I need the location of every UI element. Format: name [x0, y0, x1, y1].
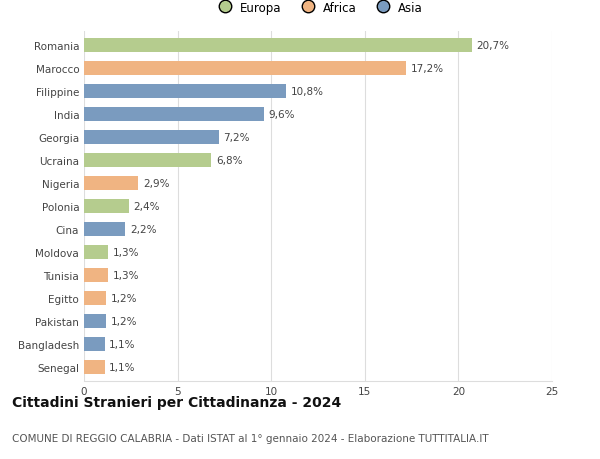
Text: 10,8%: 10,8% — [291, 87, 324, 97]
Legend: Europa, Africa, Asia: Europa, Africa, Asia — [208, 0, 428, 19]
Text: 1,2%: 1,2% — [111, 316, 137, 326]
Bar — [84, 222, 125, 237]
Text: 6,8%: 6,8% — [216, 156, 242, 166]
Bar — [84, 314, 106, 329]
Bar — [84, 245, 109, 260]
Bar — [84, 360, 104, 375]
Text: 1,3%: 1,3% — [113, 270, 140, 280]
Bar — [84, 268, 109, 283]
Bar — [84, 291, 106, 306]
Text: 1,1%: 1,1% — [109, 362, 136, 372]
Text: 2,9%: 2,9% — [143, 179, 169, 189]
Text: 2,4%: 2,4% — [134, 202, 160, 212]
Bar — [84, 337, 104, 352]
Text: 9,6%: 9,6% — [268, 110, 295, 120]
Bar — [84, 153, 211, 168]
Bar — [84, 199, 129, 214]
Text: 20,7%: 20,7% — [476, 41, 509, 51]
Bar — [84, 62, 406, 76]
Bar — [84, 130, 219, 145]
Text: COMUNE DI REGGIO CALABRIA - Dati ISTAT al 1° gennaio 2024 - Elaborazione TUTTITA: COMUNE DI REGGIO CALABRIA - Dati ISTAT a… — [12, 433, 488, 442]
Bar — [84, 39, 472, 53]
Text: 2,2%: 2,2% — [130, 224, 157, 235]
Bar — [84, 107, 264, 122]
Text: 1,3%: 1,3% — [113, 247, 140, 257]
Text: 7,2%: 7,2% — [223, 133, 250, 143]
Text: 1,2%: 1,2% — [111, 293, 137, 303]
Text: Cittadini Stranieri per Cittadinanza - 2024: Cittadini Stranieri per Cittadinanza - 2… — [12, 395, 341, 409]
Text: 17,2%: 17,2% — [410, 64, 444, 74]
Text: 1,1%: 1,1% — [109, 339, 136, 349]
Bar — [84, 84, 286, 99]
Bar — [84, 176, 138, 191]
